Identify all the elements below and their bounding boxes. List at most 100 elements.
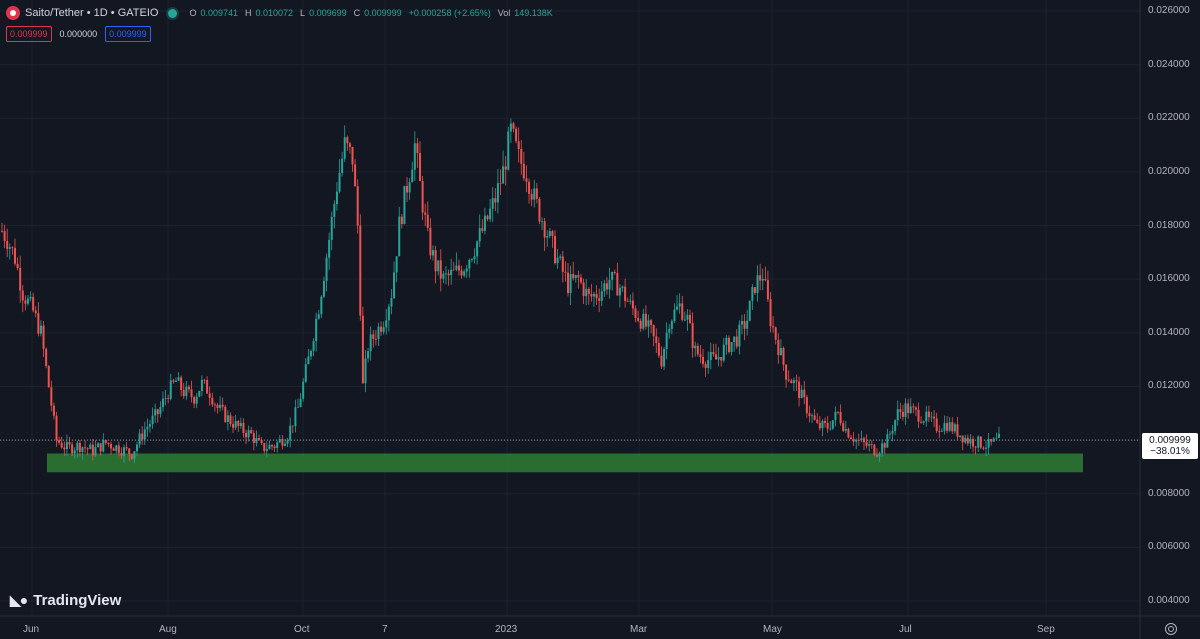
- candle-body: [478, 228, 481, 242]
- candle-body: [185, 386, 188, 397]
- price-tick-label: 0.020000: [1148, 165, 1190, 177]
- last-price-value: 0.009999: [1149, 435, 1191, 446]
- tradingview-logo[interactable]: ◣● TradingView: [10, 592, 121, 609]
- time-tick-label: Sep: [1037, 624, 1055, 635]
- candle-body: [611, 271, 614, 280]
- price-tick-label: 0.006000: [1148, 541, 1190, 553]
- time-tick-label: Mar: [630, 624, 648, 635]
- candle-body: [8, 247, 11, 249]
- candle-body: [263, 443, 266, 451]
- candle-body: [429, 227, 432, 256]
- candle-body: [159, 407, 162, 415]
- candle-body: [914, 407, 917, 410]
- candle-body: [91, 444, 94, 456]
- candle-body: [917, 409, 920, 422]
- candle-body: [123, 447, 126, 456]
- candle-body: [681, 303, 684, 320]
- candle-body: [572, 274, 575, 279]
- candle-body: [330, 216, 333, 240]
- last-price-change: −38.01%: [1150, 446, 1190, 457]
- candle-body: [953, 424, 956, 432]
- candle-body: [164, 398, 167, 399]
- candle-body: [413, 143, 416, 170]
- candle-body: [974, 446, 977, 448]
- candle-body: [567, 272, 570, 294]
- candle-body: [198, 390, 201, 397]
- candle-body: [268, 445, 271, 450]
- symbol-title[interactable]: Saito/Tether • 1D • GATEIO: [25, 7, 159, 19]
- candle-body: [878, 453, 881, 457]
- candle-body: [894, 420, 897, 432]
- quote-pills: 0.009999 0.000000 0.009999: [6, 26, 151, 42]
- candle-body: [722, 344, 725, 361]
- candle-body: [860, 438, 863, 441]
- candle-body: [582, 282, 585, 297]
- candle-body: [850, 437, 853, 439]
- settings-gear-icon[interactable]: [1165, 623, 1177, 635]
- candle-body: [746, 320, 749, 329]
- candle-body: [948, 422, 951, 431]
- candle-body: [720, 356, 723, 361]
- buy-price-pill[interactable]: 0.009999: [105, 26, 151, 42]
- candle-body: [795, 380, 798, 382]
- sell-price-pill[interactable]: 0.009999: [6, 26, 52, 42]
- low-value: 0.009699: [309, 8, 347, 18]
- candle-body: [844, 429, 847, 431]
- candle-body: [982, 447, 985, 449]
- candle-body: [374, 338, 377, 340]
- chart-grid: [0, 0, 1140, 616]
- ohlc-values: O 0.009741 H 0.010072 L 0.009699 C 0.009999 …: [189, 8, 555, 18]
- candle-body: [753, 287, 756, 293]
- candle-body: [146, 426, 149, 430]
- candle-body: [972, 438, 975, 447]
- candle-body: [177, 377, 180, 381]
- candle-body: [393, 272, 396, 298]
- candle-body: [377, 326, 380, 340]
- candle-body: [32, 296, 35, 311]
- candle-body: [543, 221, 546, 238]
- candle-body: [938, 431, 941, 432]
- candle-body: [468, 260, 471, 269]
- candle-body: [450, 269, 453, 276]
- price-tick-label: 0.018000: [1148, 219, 1190, 231]
- candle-body: [76, 442, 79, 451]
- candle-body: [569, 274, 572, 294]
- candle-body: [234, 420, 237, 428]
- candle-body: [525, 178, 528, 182]
- candle-body: [364, 358, 367, 384]
- candle-body: [759, 275, 762, 281]
- candle-body: [943, 423, 946, 431]
- candle-body: [151, 415, 154, 425]
- candle-body: [956, 424, 959, 437]
- candle-body: [995, 437, 998, 439]
- candle-body: [725, 337, 728, 345]
- candle-body: [320, 296, 323, 315]
- candle-body: [39, 325, 42, 334]
- candle-body: [58, 440, 61, 443]
- candle-body: [421, 180, 424, 213]
- candle-body: [182, 390, 185, 397]
- candle-body: [992, 438, 995, 442]
- candle-body: [203, 379, 206, 381]
- candle-body: [634, 308, 637, 318]
- candle-body: [870, 444, 873, 445]
- candle-body: [6, 240, 9, 249]
- candle-body: [621, 286, 624, 288]
- candle-body: [206, 380, 209, 394]
- candle-body: [818, 422, 821, 429]
- candle-body: [709, 352, 712, 361]
- price-tick-label: 0.008000: [1148, 487, 1190, 499]
- candle-body: [169, 380, 172, 399]
- candle-body: [444, 273, 447, 275]
- candle-body: [517, 141, 520, 150]
- price-tick-label: 0.004000: [1148, 595, 1190, 606]
- candle-body: [465, 268, 468, 272]
- candle-body: [650, 320, 653, 326]
- candle-body: [743, 321, 746, 329]
- candle-body: [855, 439, 858, 442]
- candle-body: [546, 236, 549, 238]
- candle-body: [642, 313, 645, 329]
- candle-body: [738, 324, 741, 347]
- candle-body: [110, 443, 113, 449]
